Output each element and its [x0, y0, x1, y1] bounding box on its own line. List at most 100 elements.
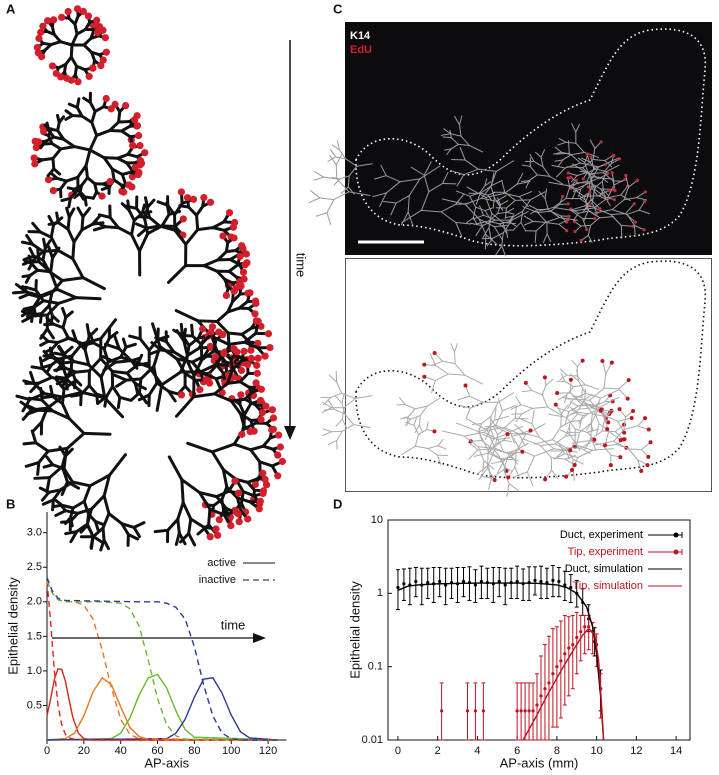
- duct: [49, 235, 60, 252]
- micro-tip: [567, 214, 571, 218]
- sim-duct: [426, 397, 441, 407]
- sim-duct: [578, 415, 584, 425]
- duct: [76, 188, 87, 199]
- duct: [30, 242, 45, 253]
- data-point: [551, 672, 555, 676]
- sim-tip: [569, 467, 574, 472]
- data-point: [557, 579, 561, 584]
- duct: [65, 431, 86, 450]
- duct: [211, 226, 226, 232]
- micro-tip: [585, 227, 589, 232]
- sim-duct: [486, 426, 506, 431]
- sim-duct: [431, 379, 436, 394]
- sim-duct: [327, 440, 338, 445]
- active-tip: [206, 198, 215, 206]
- duct: [79, 176, 89, 188]
- active-tip: [231, 477, 239, 485]
- duct: [167, 455, 184, 482]
- micro-duct: [500, 200, 509, 206]
- data-point: [515, 709, 519, 713]
- duct: [52, 497, 64, 507]
- duct: [29, 370, 36, 386]
- micro-duct: [495, 195, 507, 202]
- active-tip: [74, 78, 82, 86]
- duct: [34, 441, 50, 453]
- y-tick-label: 0.01: [362, 734, 383, 746]
- sim-duct: [550, 457, 566, 460]
- micro-duct: [587, 209, 599, 218]
- micro-duct: [558, 217, 578, 221]
- micro-duct: [452, 170, 465, 176]
- sim-duct: [504, 417, 516, 428]
- duct: [199, 334, 212, 346]
- sim-duct: [473, 452, 489, 457]
- micro-duct: [551, 164, 566, 169]
- duct: [56, 128, 66, 141]
- active-tip: [212, 525, 220, 533]
- duct: [243, 340, 260, 350]
- micro-duct: [331, 144, 340, 151]
- micro-tip: [606, 171, 610, 176]
- time-label: time: [294, 253, 309, 278]
- duct: [213, 381, 230, 396]
- duct: [215, 495, 228, 511]
- micro-duct: [520, 210, 524, 223]
- duct: [261, 444, 275, 451]
- micro-duct: [583, 209, 589, 222]
- micro-tip: [632, 202, 636, 206]
- micro-duct: [329, 154, 337, 166]
- duct: [43, 239, 52, 250]
- active-tip: [200, 193, 208, 202]
- sim-duct: [487, 438, 495, 452]
- sim-duct: [627, 448, 643, 451]
- duct: [38, 291, 54, 299]
- sim-duct: [497, 398, 503, 412]
- micro-duct: [508, 221, 517, 227]
- duct: [186, 441, 214, 454]
- duct: [66, 215, 71, 231]
- sim-duct: [603, 445, 612, 456]
- micro-duct: [504, 183, 518, 194]
- duct: [82, 36, 93, 47]
- active-tip: [258, 408, 266, 417]
- active-tip: [48, 62, 57, 70]
- duct: [136, 226, 149, 237]
- x-axis-label: AP-axis: [144, 755, 189, 770]
- duct: [80, 222, 95, 232]
- active-tip: [244, 515, 252, 523]
- duct: [74, 339, 87, 352]
- duct: [69, 43, 74, 59]
- duct: [33, 476, 52, 480]
- micro-duct: [484, 234, 487, 250]
- duct: [207, 363, 219, 375]
- duct: [116, 395, 122, 410]
- duct: [85, 176, 97, 186]
- active-tip: [274, 472, 282, 480]
- sim-duct: [490, 469, 505, 479]
- duct: [69, 506, 75, 520]
- duct: [45, 395, 64, 410]
- micro-duct: [535, 151, 542, 158]
- data-point: [579, 630, 583, 634]
- duct: [49, 223, 56, 239]
- sim-duct: [515, 413, 523, 422]
- micro-duct: [553, 206, 572, 211]
- micro-duct: [508, 215, 514, 223]
- sim-duct: [557, 407, 570, 412]
- duct: [69, 55, 79, 68]
- sim-duct: [541, 394, 548, 408]
- sim-duct: [322, 431, 333, 437]
- active-tip: [239, 244, 247, 253]
- active-tip: [39, 22, 47, 30]
- data-point: [539, 579, 543, 584]
- sim-duct: [353, 424, 371, 428]
- micro-duct: [516, 181, 531, 185]
- micro-duct: [390, 202, 397, 216]
- duct: [75, 97, 81, 109]
- active-tip: [278, 457, 286, 466]
- duct: [101, 355, 117, 364]
- micro-duct: [627, 179, 638, 188]
- active-tip: [141, 149, 149, 157]
- sim-tip: [626, 378, 631, 383]
